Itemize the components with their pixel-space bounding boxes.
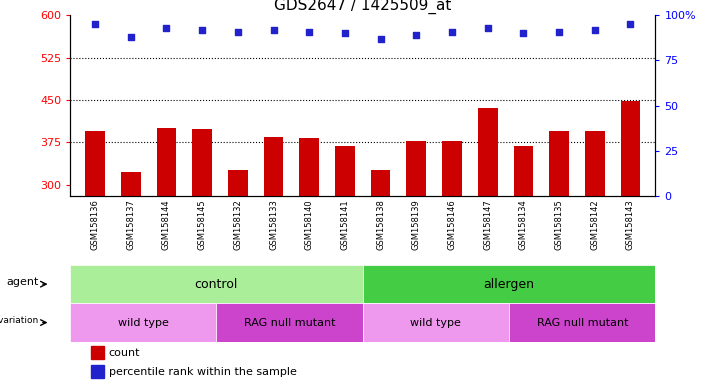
Bar bbox=[585, 131, 604, 196]
Bar bbox=[192, 129, 212, 196]
Title: GDS2647 / 1425509_at: GDS2647 / 1425509_at bbox=[274, 0, 451, 14]
Text: GSM158144: GSM158144 bbox=[162, 199, 171, 250]
Bar bbox=[70, 303, 217, 342]
Text: GSM158139: GSM158139 bbox=[411, 199, 421, 250]
Text: GSM158132: GSM158132 bbox=[233, 199, 243, 250]
Text: GSM158134: GSM158134 bbox=[519, 199, 528, 250]
Text: GSM158146: GSM158146 bbox=[447, 199, 456, 250]
Text: RAG null mutant: RAG null mutant bbox=[536, 318, 628, 328]
Point bbox=[339, 30, 350, 36]
Point bbox=[196, 27, 207, 33]
Bar bbox=[121, 172, 141, 196]
Text: RAG null mutant: RAG null mutant bbox=[244, 318, 335, 328]
Bar bbox=[91, 346, 104, 359]
Text: count: count bbox=[109, 348, 140, 358]
Bar bbox=[299, 138, 319, 196]
Bar bbox=[620, 101, 640, 196]
Text: GSM158147: GSM158147 bbox=[483, 199, 492, 250]
Text: GSM158140: GSM158140 bbox=[305, 199, 314, 250]
Point bbox=[589, 27, 600, 33]
Text: wild type: wild type bbox=[411, 318, 461, 328]
Text: GSM158145: GSM158145 bbox=[198, 199, 207, 250]
Text: percentile rank within the sample: percentile rank within the sample bbox=[109, 367, 297, 377]
Point bbox=[232, 28, 243, 35]
Bar bbox=[217, 303, 363, 342]
Bar bbox=[363, 303, 509, 342]
Bar bbox=[264, 137, 283, 196]
Text: allergen: allergen bbox=[484, 278, 535, 291]
Point bbox=[304, 28, 315, 35]
Text: GSM158133: GSM158133 bbox=[269, 199, 278, 250]
Bar bbox=[70, 265, 363, 303]
Text: GSM158143: GSM158143 bbox=[626, 199, 635, 250]
Bar bbox=[335, 146, 355, 196]
Point bbox=[125, 34, 137, 40]
Text: control: control bbox=[195, 278, 238, 291]
Bar bbox=[86, 131, 105, 196]
Text: GSM158137: GSM158137 bbox=[126, 199, 135, 250]
Bar bbox=[514, 146, 533, 196]
Text: agent: agent bbox=[6, 277, 39, 287]
Bar bbox=[91, 365, 104, 378]
Bar bbox=[478, 108, 498, 196]
Bar bbox=[371, 170, 390, 196]
Text: genotype/variation: genotype/variation bbox=[0, 316, 39, 325]
Text: GSM158142: GSM158142 bbox=[590, 199, 599, 250]
Point bbox=[447, 28, 458, 35]
Bar bbox=[228, 170, 247, 196]
Text: wild type: wild type bbox=[118, 318, 169, 328]
Bar bbox=[156, 128, 176, 196]
Bar bbox=[550, 131, 569, 196]
Bar bbox=[407, 141, 426, 196]
Point bbox=[90, 21, 101, 27]
Bar bbox=[442, 141, 462, 196]
Text: GSM158141: GSM158141 bbox=[341, 199, 349, 250]
Point bbox=[482, 25, 494, 31]
Point bbox=[161, 25, 172, 31]
Text: GSM158138: GSM158138 bbox=[376, 199, 385, 250]
Point bbox=[411, 32, 422, 38]
Text: GSM158135: GSM158135 bbox=[554, 199, 564, 250]
Point bbox=[268, 27, 279, 33]
Bar bbox=[363, 265, 655, 303]
Bar bbox=[509, 303, 655, 342]
Point bbox=[375, 36, 386, 42]
Text: GSM158136: GSM158136 bbox=[90, 199, 100, 250]
Point bbox=[554, 28, 565, 35]
Point bbox=[518, 30, 529, 36]
Point bbox=[625, 21, 636, 27]
